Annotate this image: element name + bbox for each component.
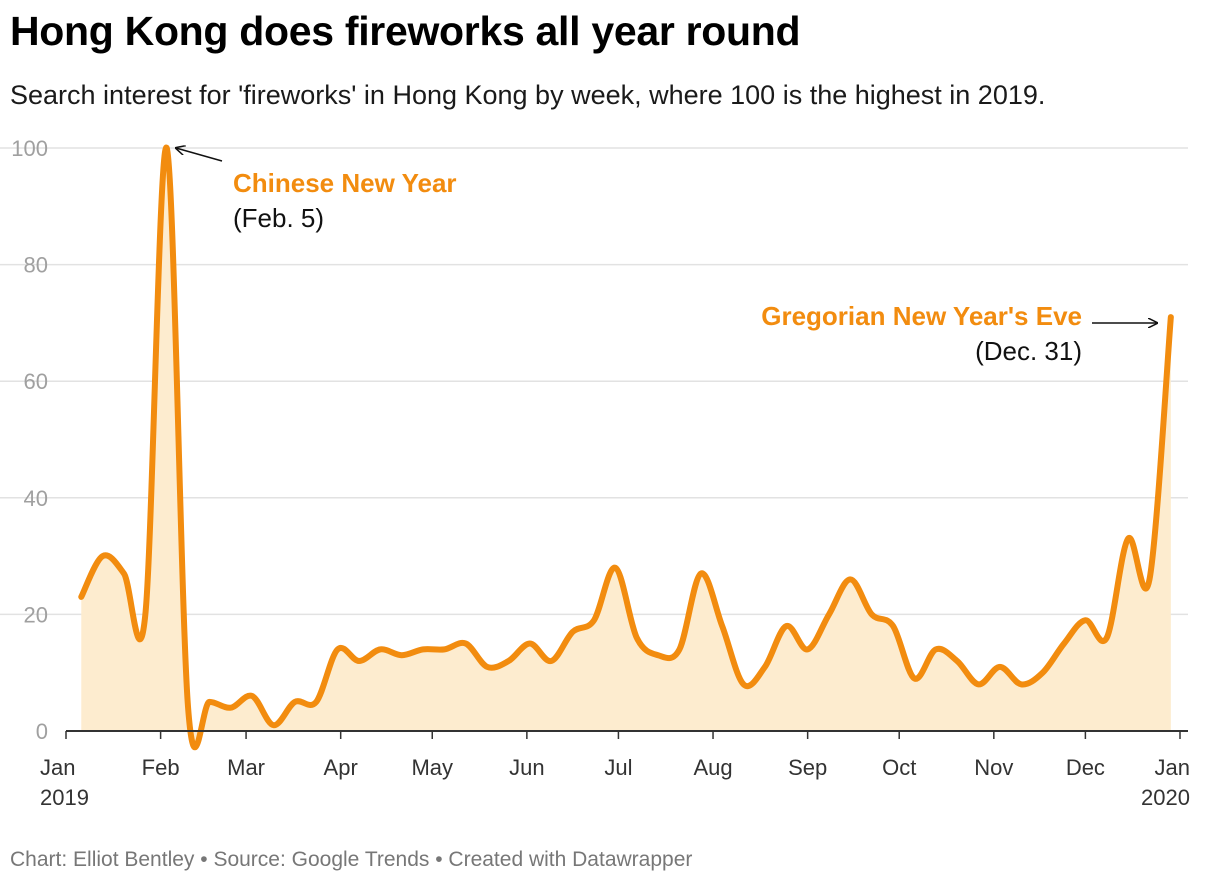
x-tick-year-label: 2020 <box>1141 785 1190 810</box>
area-series-fill <box>81 147 1171 748</box>
x-tick-label: Apr <box>324 755 358 780</box>
area-fill <box>81 147 1171 748</box>
x-tick-label: Jul <box>604 755 632 780</box>
y-tick-label-20: 20 <box>24 602 48 627</box>
line-series <box>78 144 1174 751</box>
nye-annotation-title: Gregorian New Year's Eve <box>761 301 1082 331</box>
x-tick-label: Sep <box>788 755 827 780</box>
area-chart: 0 20 40 60 80 100 Jan 2019 Feb Mar Apr May Jun Jul Au… <box>0 136 1190 810</box>
y-tick-label-60: 60 <box>24 369 48 394</box>
annotations: Chinese New Year (Feb. 5) Gregorian New … <box>176 148 1157 366</box>
x-axis: Jan 2019 Feb Mar Apr May Jun Jul Aug Sep Oct Nov Dec… <box>40 730 1190 810</box>
cny-annotation-date: (Feb. 5) <box>233 203 324 233</box>
x-tick-label: Oct <box>882 755 916 780</box>
cny-arrow <box>176 148 223 162</box>
x-tick-year-label: 2019 <box>40 785 89 810</box>
x-tick-label: Jan <box>40 755 75 780</box>
x-tick-label: Aug <box>693 755 732 780</box>
x-tick-label: Feb <box>142 755 180 780</box>
x-tick-label: Jun <box>509 755 544 780</box>
y-axis: 0 20 40 60 80 100 <box>11 136 48 744</box>
y-tick-label-100: 100 <box>11 136 48 161</box>
chart-footer: Chart: Elliot Bentley • Source: Google T… <box>10 848 693 871</box>
x-tick-label: Mar <box>227 755 265 780</box>
cny-annotation-title: Chinese New Year <box>233 168 457 198</box>
series-line <box>78 144 1174 751</box>
x-tick-label: Jan <box>1155 755 1190 780</box>
y-tick-label-80: 80 <box>24 253 48 278</box>
x-tick-label: Dec <box>1066 755 1105 780</box>
x-tick-label: Nov <box>974 755 1013 780</box>
x-tick-label: May <box>411 755 453 780</box>
chart-subtitle: Search interest for 'fireworks' in Hong … <box>10 80 1046 110</box>
y-tick-label-40: 40 <box>24 486 48 511</box>
nye-annotation-date: (Dec. 31) <box>975 336 1082 366</box>
y-tick-label-0: 0 <box>36 719 48 744</box>
chart-title: Hong Kong does fireworks all year round <box>10 8 801 54</box>
